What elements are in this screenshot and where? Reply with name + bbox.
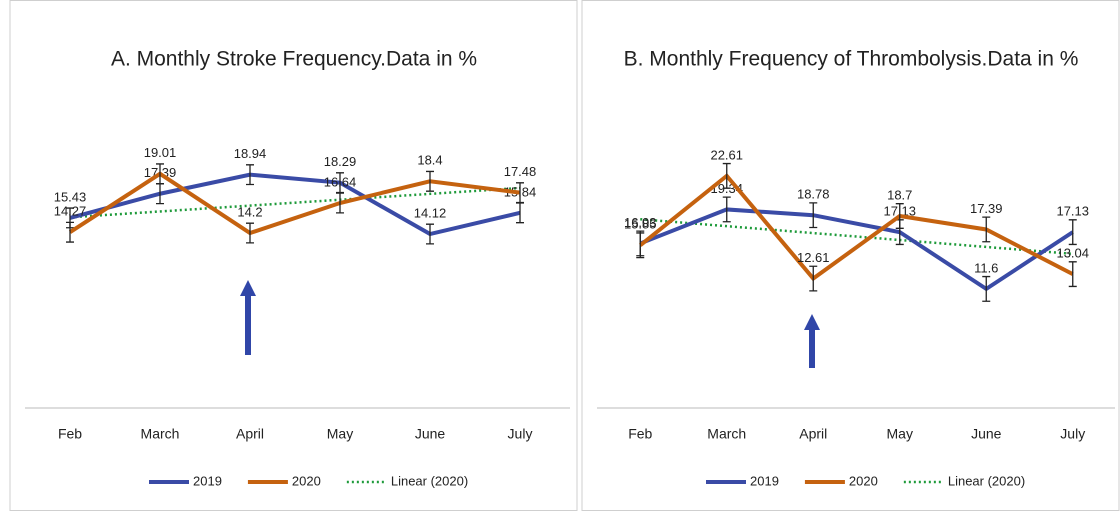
data-label: 17.13	[1056, 204, 1089, 219]
x-tick-label: July	[508, 426, 533, 442]
legend-label: 2019	[750, 473, 779, 488]
data-label: 18.94	[234, 146, 267, 161]
x-tick-label: March	[707, 426, 746, 442]
legend-label: Linear (2020)	[948, 473, 1025, 488]
data-label: 11.6	[974, 260, 998, 275]
error-bar	[516, 182, 524, 204]
data-label: 22.61	[710, 147, 743, 162]
x-tick-label: July	[1060, 426, 1085, 442]
series-line	[638, 173, 1074, 282]
x-tick-label: Feb	[628, 426, 652, 442]
data-label: 15.85	[624, 217, 657, 232]
error-bar	[1068, 261, 1077, 288]
error-bar	[809, 202, 818, 229]
error-bar	[246, 222, 254, 244]
data-label: 18.29	[324, 154, 357, 169]
series-line	[639, 207, 1074, 292]
error-bar	[722, 162, 731, 189]
error-bar	[809, 265, 818, 292]
data-label: 14.12	[414, 205, 447, 220]
data-label: 17.48	[504, 164, 537, 179]
trendline	[640, 217, 1073, 256]
data-label: 18.4	[417, 153, 442, 168]
data-label: 16.03	[624, 215, 657, 230]
series-line	[69, 172, 521, 237]
data-label: 18.78	[797, 187, 830, 202]
x-tick-label: April	[236, 426, 264, 442]
trendline	[69, 186, 521, 219]
legend-label: Linear (2020)	[391, 473, 468, 488]
chart-title: B. Monthly Frequency of Thrombolysis.Dat…	[624, 48, 1079, 71]
arrow	[240, 280, 256, 355]
error-bar	[156, 163, 164, 185]
arrow	[804, 314, 820, 368]
error-bar	[982, 275, 991, 302]
legend-label: 2020	[849, 473, 878, 488]
error-bar	[336, 192, 344, 214]
data-label: 17.39	[970, 201, 1003, 216]
data-label: 13.04	[1056, 246, 1089, 261]
error-bar	[722, 196, 731, 223]
data-label: 16.64	[324, 174, 357, 189]
x-tick-label: June	[415, 426, 446, 442]
error-bar	[895, 203, 904, 229]
data-label: 18.7	[887, 187, 912, 202]
x-tick-label: March	[141, 426, 180, 442]
error-bar	[1068, 219, 1077, 246]
chart-title: A. Monthly Stroke Frequency.Data in %	[111, 48, 477, 71]
panel-border	[9, 0, 578, 511]
x-tick-label: April	[799, 426, 827, 442]
error-bar	[636, 232, 645, 259]
data-label: 14.2	[237, 204, 262, 219]
x-tick-label: Feb	[58, 426, 82, 442]
legend-label: 2020	[292, 473, 321, 488]
legend-label: 2019	[193, 473, 222, 488]
x-tick-label: May	[327, 426, 353, 442]
x-tick-label: June	[971, 426, 1002, 442]
x-tick-label: May	[887, 426, 913, 442]
error-bar	[426, 223, 434, 245]
error-bar	[246, 164, 254, 186]
series-line	[68, 171, 521, 236]
data-label: 12.61	[797, 250, 830, 265]
data-label: 15.43	[54, 189, 87, 204]
data-label: 14.27	[54, 204, 87, 219]
data-label: 19.01	[144, 145, 177, 160]
error-bar	[66, 221, 74, 243]
error-bar	[426, 170, 434, 192]
error-bar	[982, 216, 991, 243]
